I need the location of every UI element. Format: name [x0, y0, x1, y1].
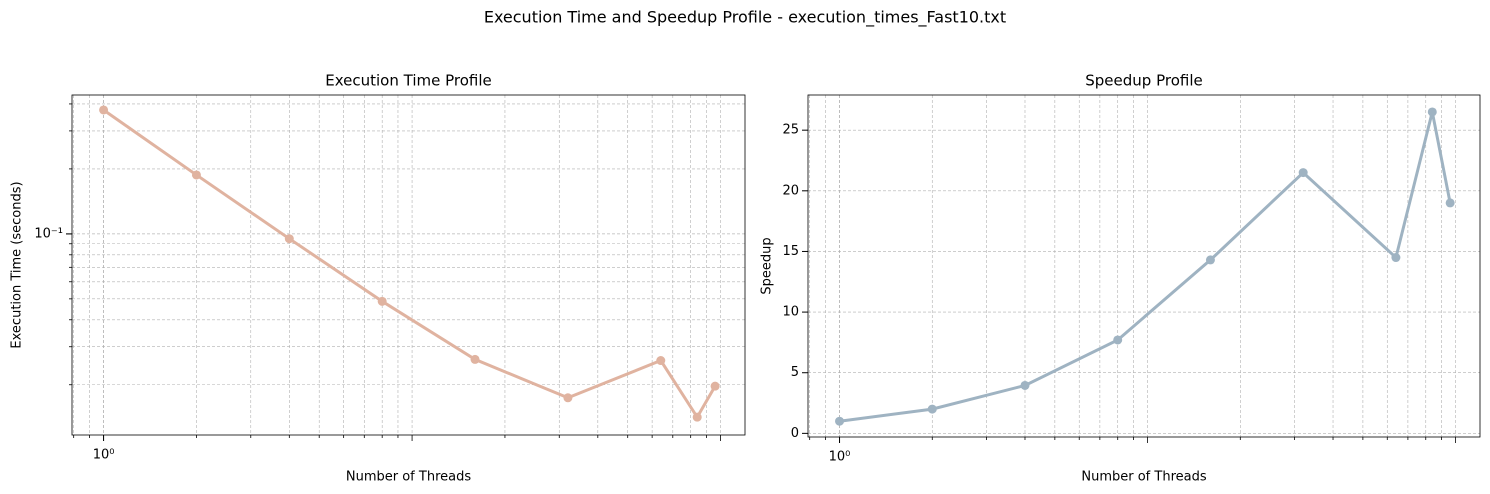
- series-line: [839, 111, 1452, 423]
- plot-frame: [71, 94, 746, 436]
- data-point: [1205, 255, 1215, 265]
- data-point: [1391, 253, 1401, 263]
- y-axis-label: Speedup: [760, 237, 775, 294]
- plot-frame: [807, 94, 1481, 438]
- data-point: [1020, 380, 1030, 390]
- x-axis-label: Number of Threads: [1081, 470, 1206, 485]
- subplot-title: Speedup Profile: [1085, 72, 1202, 90]
- y-tick-label: 15: [782, 244, 799, 259]
- y-tick-label: 20: [782, 183, 799, 198]
- x-tick-label: 10⁰: [829, 450, 851, 465]
- y-tick-label: 10: [782, 305, 799, 320]
- subplot-title: Execution Time Profile: [325, 72, 492, 90]
- y-tick-label: 10⁻¹: [34, 226, 63, 241]
- y-tick-label: 25: [782, 123, 799, 138]
- data-point: [656, 356, 666, 366]
- x-axis-label: Number of Threads: [346, 470, 471, 485]
- data-point: [563, 393, 573, 403]
- data-point: [191, 170, 201, 180]
- data-point: [377, 296, 387, 306]
- subplot: 10⁰ 0 5 10 15 20 25 Speedup Profile Number of Th…: [760, 72, 1481, 485]
- data-point: [927, 404, 937, 414]
- data-point: [1445, 198, 1455, 208]
- series-line: [102, 108, 717, 421]
- y-tick-label: 0: [791, 426, 799, 441]
- data-point: [470, 354, 480, 364]
- y-axis-label: Execution Time (seconds): [10, 181, 25, 348]
- subplot: 10⁰ 10⁻¹ Execution Time Profile Number of T…: [10, 72, 746, 485]
- data-point: [1298, 168, 1308, 178]
- data-point: [710, 381, 720, 391]
- data-point: [99, 105, 109, 115]
- x-tick-label: 10⁰: [93, 448, 115, 463]
- data-point: [1113, 335, 1123, 345]
- data-point: [692, 412, 702, 422]
- data-point: [835, 416, 845, 426]
- figure-title: Execution Time and Speedup Profile - exe…: [484, 8, 1006, 28]
- data-point: [284, 234, 294, 244]
- y-tick-label: 5: [791, 365, 799, 380]
- data-point: [1427, 107, 1437, 117]
